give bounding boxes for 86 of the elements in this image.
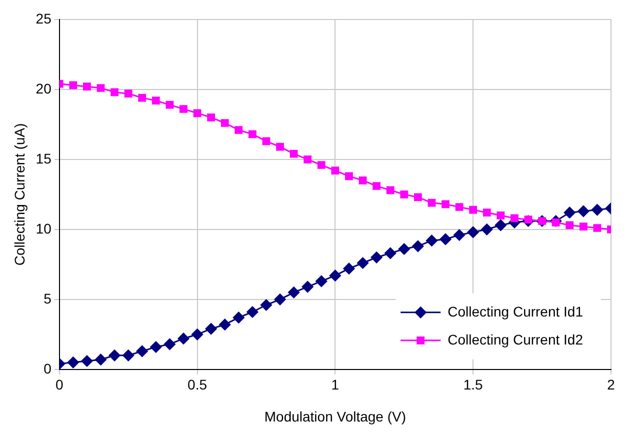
point [481,224,493,236]
point [164,338,176,350]
point [274,294,286,306]
point [510,214,518,222]
point [152,96,160,105]
point [345,172,353,180]
point [591,204,603,216]
point [69,81,78,90]
point [412,240,424,252]
point [467,226,479,238]
y-axis-title: Collecting Current (uA) [11,123,28,266]
point [232,312,244,324]
point [219,318,231,330]
point [248,130,256,138]
point [150,341,162,353]
point [290,150,298,158]
point [304,155,312,164]
point [343,262,355,274]
x-tick-label: 1.5 [463,376,484,393]
point [262,137,270,146]
point [593,224,602,232]
point [96,84,105,92]
point [564,206,576,218]
y-tick-label: 20 [36,80,52,96]
legend-label: Collecting Current Id1 [448,303,584,320]
point [246,306,258,318]
y-tick-label: 15 [36,150,52,166]
point [180,105,188,113]
x-tick-label: 0.5 [188,376,208,393]
x-tick-label: 2 [607,376,616,393]
point [469,206,478,214]
point [276,142,284,151]
point [494,219,506,231]
point [94,354,106,366]
point [234,126,243,134]
point [428,198,436,207]
point [455,203,464,211]
point [67,356,79,368]
point [124,90,132,98]
point [316,275,328,287]
point [454,229,466,241]
point [370,252,382,264]
x-tick-label: 0 [55,376,64,393]
point [579,222,588,231]
point [108,350,120,362]
point [138,94,146,102]
y-tick-label: 0 [44,360,52,376]
point [81,355,93,367]
point [260,299,272,311]
point [400,190,408,198]
legend-label: Collecting Current Id2 [448,331,584,348]
point [110,88,118,96]
point [83,82,91,91]
point [384,247,396,259]
x-axis-title: Modulation Voltage (V) [264,408,406,424]
point [496,211,505,220]
point [193,109,202,118]
point [136,345,148,357]
point [192,328,204,340]
point [357,257,369,269]
point [386,186,394,194]
point [122,350,134,362]
point [414,193,422,202]
point [288,286,300,298]
point [205,323,217,335]
y-tick-label: 10 [36,220,52,236]
point [578,205,590,217]
point [317,161,326,169]
point [178,332,190,344]
point [207,113,215,122]
point [331,166,340,175]
point [166,100,174,109]
y-tick-label: 25 [36,10,52,26]
point [566,221,574,230]
y-tick-label: 5 [44,290,52,306]
point [372,182,380,190]
point [442,200,450,208]
point [426,234,438,246]
point [302,281,314,293]
point [398,243,410,255]
x-tick-label: 1 [331,376,340,393]
point [329,270,341,282]
point [440,233,452,245]
point [482,208,491,217]
point [220,119,229,127]
point [358,176,367,184]
